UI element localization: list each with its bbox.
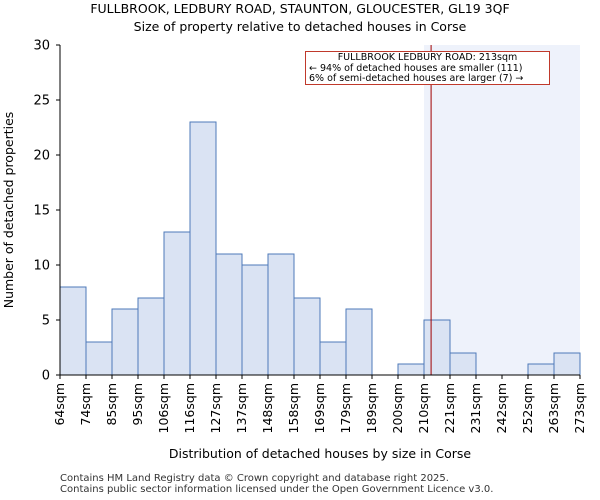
x-tick-label-189sqm: 189sqm (364, 383, 379, 433)
x-tick-label-263sqm: 263sqm (546, 383, 561, 433)
bar-106sqm (163, 231, 191, 376)
bar-210sqm (423, 319, 451, 376)
bar-263sqm (553, 352, 581, 376)
x-tick-label-74sqm: 74sqm (78, 383, 93, 426)
bar-127sqm (215, 253, 243, 376)
x-tick-label-106sqm: 106sqm (156, 383, 171, 433)
x-tick-label-158sqm: 158sqm (286, 383, 301, 433)
footer-line-2: Contains public sector information licen… (60, 484, 494, 495)
x-tick-label-95sqm: 95sqm (130, 383, 145, 426)
bar-116sqm (189, 121, 217, 376)
x-tick-label-210sqm: 210sqm (416, 383, 431, 433)
footer-line-1: Contains HM Land Registry data © Crown c… (60, 473, 449, 484)
x-tick-label-64sqm: 64sqm (52, 383, 67, 426)
x-tick-label-179sqm: 179sqm (338, 383, 353, 433)
x-tick-label-85sqm: 85sqm (104, 383, 119, 426)
bar-74sqm (85, 341, 113, 376)
y-tick-label-0: 0 (42, 369, 50, 384)
chart-title: FULLBROOK, LEDBURY ROAD, STAUNTON, GLOUC… (90, 1, 510, 16)
x-tick-label-169sqm: 169sqm (312, 383, 327, 433)
annotation-line-3: 6% of semi-detached houses are larger (7… (309, 73, 524, 84)
x-tick-label-221sqm: 221sqm (442, 383, 457, 433)
x-axis-label: Distribution of detached houses by size … (169, 446, 472, 461)
y-axis-label: Number of detached properties (1, 112, 16, 309)
x-tick-label-273sqm: 273sqm (572, 383, 587, 433)
bar-252sqm (527, 363, 555, 376)
y-tick-label-25: 25 (33, 94, 50, 109)
annotation-line-1: FULLBROOK LEDBURY ROAD: 213sqm (337, 52, 518, 63)
bar-221sqm (449, 352, 477, 376)
bar-64sqm (59, 286, 87, 376)
bar-137sqm (241, 264, 269, 376)
bar-148sqm (267, 253, 295, 376)
y-tick-label-10: 10 (33, 259, 50, 274)
annotation-line-2: ← 94% of detached houses are smaller (11… (309, 62, 523, 74)
bar-179sqm (345, 308, 373, 376)
x-tick-label-148sqm: 148sqm (260, 383, 275, 433)
annotation-box: FULLBROOK LEDBURY ROAD: 213sqm ← 94% of … (305, 51, 550, 85)
bar-158sqm (293, 297, 321, 376)
y-tick-label-5: 5 (42, 314, 50, 329)
x-tick-label-200sqm: 200sqm (390, 383, 405, 433)
y-tick-label-20: 20 (33, 149, 50, 164)
y-tick-label-30: 30 (33, 39, 50, 54)
x-tick-label-242sqm: 242sqm (494, 383, 509, 433)
bar-169sqm (319, 341, 347, 376)
y-tick-label-15: 15 (33, 204, 50, 219)
x-tick-label-231sqm: 231sqm (468, 383, 483, 433)
chart-subtitle: Size of property relative to detached ho… (133, 19, 467, 34)
bar-85sqm (111, 308, 139, 376)
x-tick-label-137sqm: 137sqm (234, 383, 249, 433)
x-tick-label-252sqm: 252sqm (520, 383, 535, 433)
bar-95sqm (137, 297, 165, 376)
bar-200sqm (397, 363, 425, 376)
x-tick-label-127sqm: 127sqm (208, 383, 223, 433)
x-tick-label-116sqm: 116sqm (182, 383, 197, 433)
